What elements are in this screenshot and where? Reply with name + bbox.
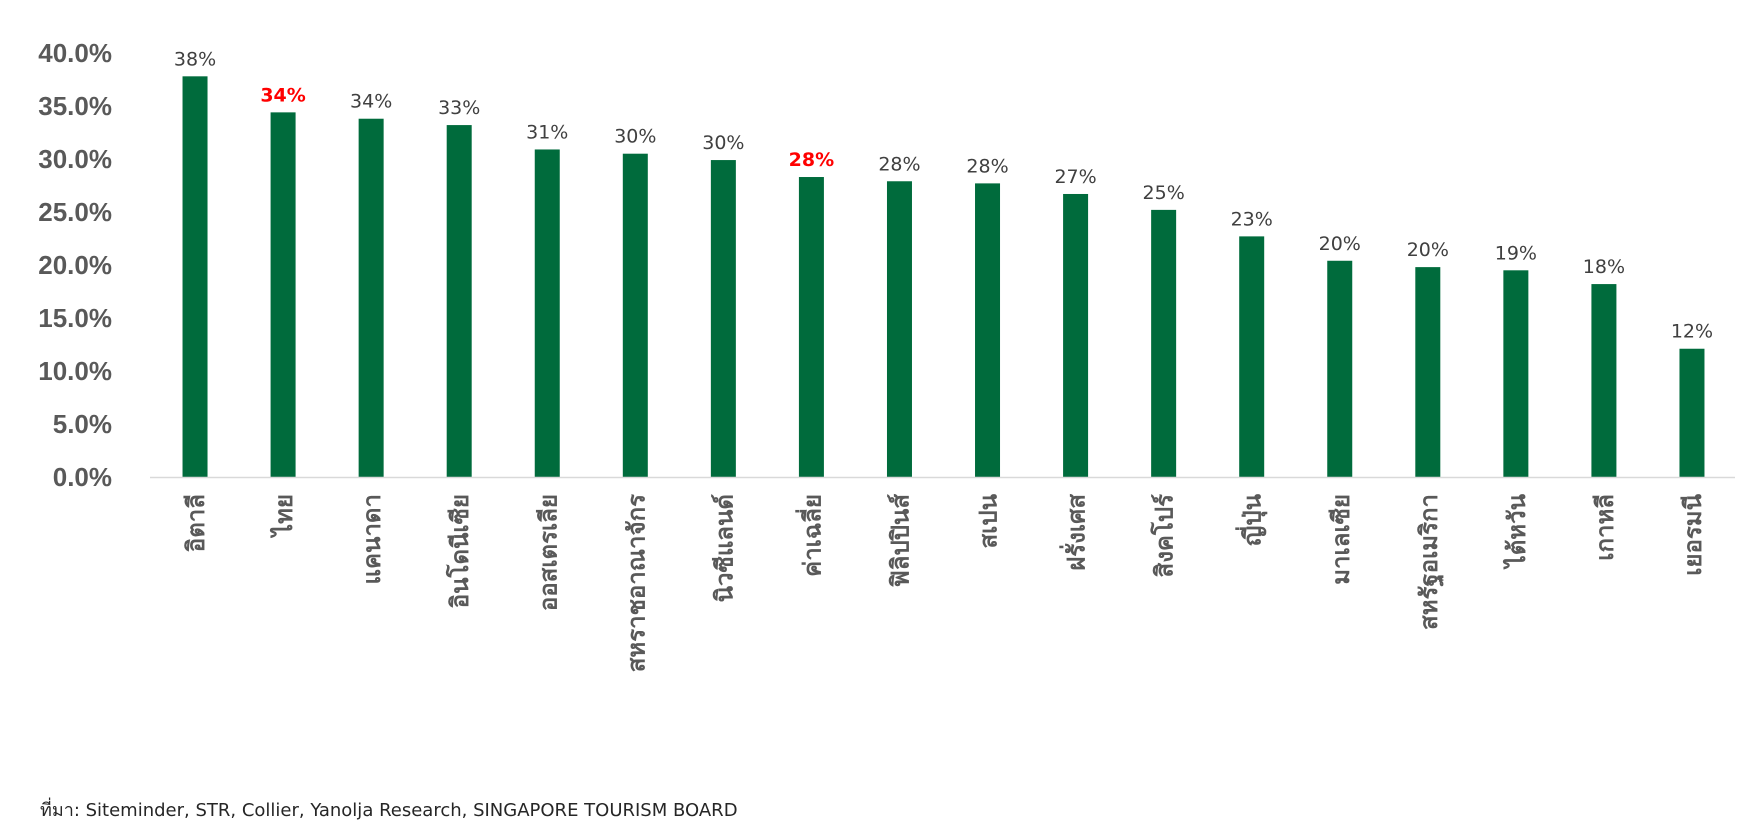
data-label: 23% (1231, 208, 1273, 230)
data-labels: 38% 34% 34% 33% 31% 30% 30% 28% 28% 28% 27% 25% 23% 2… (174, 48, 1713, 342)
x-category-label: ออสเตรเลีย (534, 494, 562, 611)
data-label: 25% (1143, 182, 1185, 204)
bar (798, 177, 824, 477)
bar (1327, 260, 1353, 477)
bar (1503, 270, 1529, 477)
data-label: 38% (174, 48, 216, 70)
bar (182, 76, 208, 477)
x-category-label: สหรัฐอเมริกา (1415, 494, 1445, 630)
x-category-label: ญี่ปุ่น (1235, 493, 1269, 546)
data-label: 28% (789, 149, 834, 171)
data-label: 34% (260, 84, 305, 106)
bar (1679, 348, 1705, 477)
data-label: 30% (614, 126, 656, 148)
y-axis: 0.0% 5.0% 10.0% 15.0% 20.0% 25.0% 30.0% 35.0% 40… (38, 38, 112, 492)
bar (622, 153, 648, 477)
x-category-label: ไทย (269, 494, 298, 539)
y-tick-label: 10.0% (38, 356, 112, 386)
bar (1415, 267, 1441, 477)
y-tick-label: 30.0% (38, 144, 112, 174)
data-label: 28% (966, 155, 1008, 177)
x-category-label: ไต้หวัน (1502, 493, 1531, 570)
bar (534, 149, 560, 477)
x-category-label: นิวซีแลนด์ (710, 494, 738, 602)
y-tick-label: 0.0% (53, 462, 112, 492)
y-tick-label: 5.0% (53, 409, 112, 439)
x-category-label: อินโดนีเซีย (445, 494, 474, 608)
bar (270, 112, 296, 478)
x-category-label: สเปน (975, 493, 1003, 548)
x-category-label: เกาหลี (1591, 494, 1619, 561)
bar (710, 160, 736, 477)
y-tick-label: 15.0% (38, 303, 112, 333)
data-label: 31% (526, 121, 568, 143)
y-tick-label: 25.0% (38, 197, 112, 227)
bar (446, 125, 472, 477)
x-axis-categories: อิตาลี ไทย แคนาดา อินโดนีเซีย ออสเตรเลีย สหรา… (182, 493, 1707, 672)
x-category-label: เยอรมนี (1679, 493, 1707, 575)
bar (975, 183, 1001, 477)
x-category-label: สหราชอาณาจักร (622, 494, 650, 672)
x-category-label: แคนาดา (358, 494, 386, 584)
data-label: 12% (1671, 321, 1713, 343)
data-label: 34% (350, 91, 392, 113)
data-label: 18% (1583, 256, 1625, 278)
y-tick-label: 20.0% (38, 250, 112, 280)
data-label: 33% (438, 97, 480, 119)
bar (358, 118, 384, 477)
data-label: 20% (1407, 239, 1449, 261)
y-tick-label: 40.0% (38, 38, 112, 68)
x-category-label: ฝรั่งเศส (1059, 494, 1091, 571)
x-category-label: ฟิลิปปินส์ (886, 494, 914, 588)
x-category-label: อิตาลี (182, 494, 210, 552)
bar (1063, 193, 1089, 478)
data-label: 27% (1054, 166, 1096, 188)
y-tick-label: 35.0% (38, 91, 112, 121)
data-label: 28% (878, 153, 920, 175)
source-note: ที่มา: Siteminder, STR, Collier, Yanolja… (40, 800, 738, 821)
x-category-label: สิงคโปร์ (1150, 494, 1179, 578)
data-label: 19% (1495, 242, 1537, 264)
x-category-label: มาเลเซีย (1327, 494, 1355, 585)
bars (182, 76, 1705, 478)
data-label: 20% (1319, 233, 1361, 255)
x-category-label: ค่าเฉลี่ย (794, 494, 826, 577)
bar (886, 181, 912, 477)
bar (1151, 209, 1177, 477)
data-label: 30% (702, 132, 744, 154)
bar (1239, 236, 1265, 477)
bar (1591, 284, 1617, 477)
